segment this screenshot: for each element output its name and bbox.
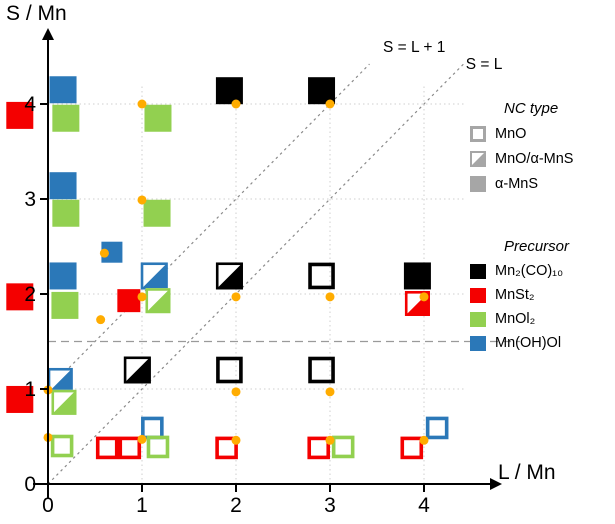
legend-item-label: MnSt₂ [495, 287, 535, 304]
marker-green-half [51, 389, 77, 415]
marker-red-full [6, 283, 34, 311]
precursor-swatch-icon [470, 312, 486, 327]
marker-green-half [145, 288, 171, 314]
marker-blue-open [425, 416, 449, 440]
legend-item-mnohol: Mn(OH)Ol [470, 336, 612, 351]
composition-dot [137, 292, 147, 302]
composition-dot [325, 387, 335, 397]
filled-square-icon [470, 176, 486, 192]
marker-blue-full [49, 76, 77, 104]
composition-dot [231, 435, 241, 445]
composition-dot [137, 99, 147, 109]
marker-green-full [143, 199, 171, 227]
composition-dots [43, 99, 429, 445]
marker-black-half [123, 356, 151, 384]
y-tick-label: 2 [24, 283, 36, 306]
axes: 0 1 2 3 4 0 1 2 3 4 [24, 28, 502, 517]
x-tick-label: 2 [230, 494, 242, 517]
legend-item-label: MnO/α-MnS [495, 150, 574, 167]
marker-red-open [307, 436, 331, 460]
data-markers [6, 76, 449, 460]
marker-green-open [50, 434, 74, 458]
marker-red-full [117, 289, 141, 313]
marker-green-full [51, 291, 79, 319]
reference-lines: S = L + 1 S = L [47, 39, 520, 485]
legend-item-mn2co10: Mn₂(CO)₁₀ [470, 264, 612, 279]
marker-green-full [52, 199, 80, 227]
y-tick-label: 4 [24, 93, 36, 116]
composition-dot [231, 99, 241, 109]
marker-red-full [6, 385, 34, 413]
marker-black-full [403, 262, 431, 290]
half-filled-square-icon [470, 151, 486, 167]
y-axis-title: S / Mn [6, 2, 67, 25]
composition-dot [231, 292, 241, 302]
marker-blue-full [101, 241, 123, 263]
marker-black-open [216, 356, 243, 384]
reference-line [47, 63, 464, 485]
x-tick-label: 4 [418, 494, 430, 517]
legend-item-label: Mn₂(CO)₁₀ [495, 263, 564, 280]
legend-item-label: Mn(OH)Ol [495, 335, 562, 352]
y-tick-label: 0 [24, 473, 36, 496]
marker-black-open [308, 356, 335, 384]
legend-item-mnol2: MnOl₂ [470, 312, 612, 327]
legend-precursor: Precursor Mn₂(CO)₁₀ MnSt₂ MnOl₂ Mn(OH)Ol [470, 238, 612, 360]
legend-item-mno: MnO [470, 126, 612, 142]
composition-dot [325, 99, 335, 109]
composition-dot [419, 435, 429, 445]
composition-dot [325, 435, 335, 445]
legend-precursor-header: Precursor [504, 238, 570, 255]
marker-black-full [215, 77, 243, 105]
x-tick-label: 0 [42, 494, 54, 517]
y-tick-label: 3 [24, 188, 36, 211]
marker-red-full [6, 101, 34, 129]
precursor-swatch-icon [470, 336, 486, 351]
x-tick-label: 1 [136, 494, 148, 517]
reference-line [47, 63, 370, 390]
legend-item-label: MnO [495, 125, 527, 142]
marker-green-open [331, 435, 355, 459]
marker-blue-full [49, 172, 77, 200]
y-tick-label: 1 [24, 378, 36, 401]
open-square-icon [470, 126, 486, 142]
composition-dot [231, 387, 241, 397]
composition-dot [137, 195, 147, 205]
y-axis-arrow-icon [42, 28, 54, 40]
legend-item-mnst2: MnSt₂ [470, 288, 612, 303]
x-axis-title: L / Mn [498, 461, 556, 484]
marker-red-half [404, 290, 430, 316]
composition-dot [99, 248, 109, 258]
x-axis-arrow-icon [490, 478, 502, 490]
marker-blue-full [49, 262, 77, 290]
legend-item-mno-amns: MnO/α-MnS [470, 151, 612, 167]
reference-line-label: S = L + 1 [383, 39, 445, 56]
legend-item-label: MnOl₂ [495, 311, 536, 328]
marker-green-full [52, 104, 80, 132]
precursor-swatch-icon [470, 288, 486, 303]
composition-dot [419, 292, 429, 302]
marker-red-open [400, 436, 424, 460]
composition-dot [325, 292, 335, 302]
precursor-swatch-icon [470, 264, 486, 279]
reference-line-label: S = L [466, 56, 503, 73]
marker-blue-open [141, 416, 164, 440]
marker-black-half [215, 262, 243, 290]
legend-nc-type-header: NC type [504, 100, 559, 117]
composition-dot [137, 434, 147, 444]
marker-red-open [95, 436, 119, 460]
gridlines [48, 85, 466, 484]
legend-nc-type: NC type MnO MnO/α-MnS α-MnS [470, 100, 612, 201]
marker-red-open [118, 436, 142, 460]
legend-item-amns: α-MnS [470, 176, 612, 192]
marker-green-open [146, 435, 170, 459]
marker-red-open [215, 436, 238, 460]
x-tick-label: 3 [324, 494, 336, 517]
legend-item-label: α-MnS [495, 175, 539, 192]
marker-green-full [144, 104, 172, 132]
marker-black-open [308, 262, 335, 290]
composition-dot [96, 315, 106, 325]
